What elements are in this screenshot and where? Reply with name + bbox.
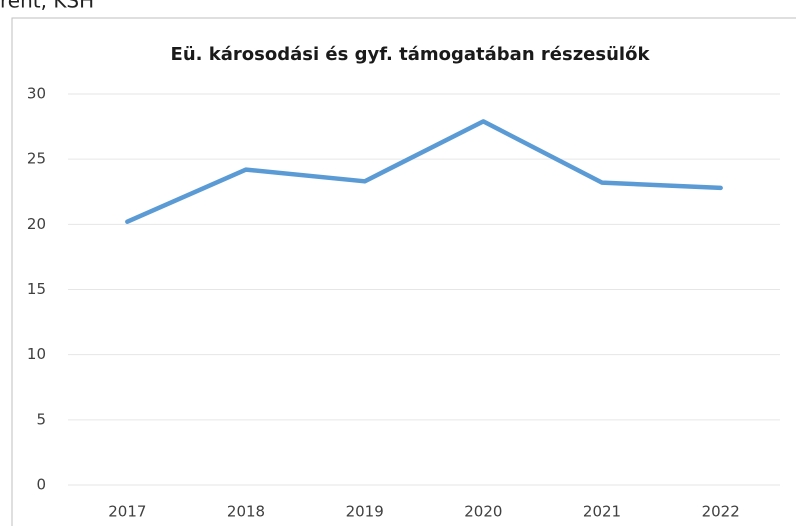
x-tick-label: 2019 <box>346 503 384 521</box>
x-tick-label: 2021 <box>583 503 621 521</box>
data-line <box>125 119 723 224</box>
chart-title: Eü. károsodási és gyf. támogatában része… <box>171 44 651 65</box>
x-tick-label: 2017 <box>108 503 146 521</box>
y-tick-label: 25 <box>27 150 46 168</box>
y-tick-label: 5 <box>36 410 46 428</box>
chart-border <box>11 17 796 526</box>
y-tick-label: 30 <box>27 85 46 103</box>
y-tick-label: 15 <box>27 280 46 298</box>
y-tick-label: 20 <box>27 215 46 233</box>
source-note: rent, KSH <box>0 0 94 13</box>
y-tick-label: 0 <box>36 476 46 494</box>
x-tick-label: 2020 <box>464 503 502 521</box>
y-tick-label: 10 <box>27 345 46 363</box>
x-tick-label: 2018 <box>227 503 265 521</box>
x-tick-label: 2022 <box>702 503 740 521</box>
